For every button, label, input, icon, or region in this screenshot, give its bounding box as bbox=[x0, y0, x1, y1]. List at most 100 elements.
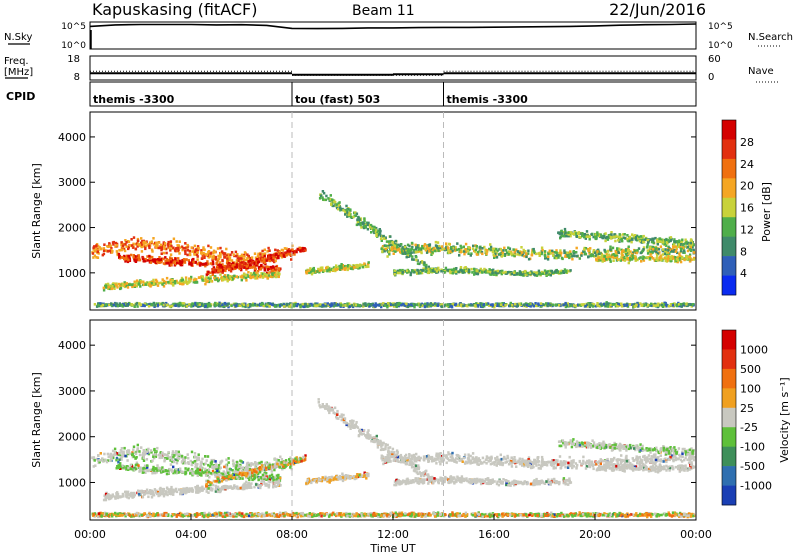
heat-cell-1297 bbox=[237, 266, 241, 270]
heat-cell-2199 bbox=[523, 254, 526, 258]
heat-cell-391 bbox=[203, 248, 206, 252]
heat-cell-2427 bbox=[609, 248, 612, 251]
heat-cell-183 bbox=[170, 244, 173, 248]
heat-cell-437 bbox=[155, 246, 158, 249]
heat-cell-3345 bbox=[603, 255, 606, 258]
heat-cell-4290 bbox=[254, 303, 257, 307]
heat-cell-2835 bbox=[494, 271, 497, 274]
heat-cell-780 bbox=[264, 262, 267, 266]
heat-cell-2140 bbox=[478, 246, 481, 249]
heat-cell-1456 bbox=[367, 261, 370, 264]
heat-cell-355 bbox=[268, 249, 271, 252]
heat-cell-2365 bbox=[575, 254, 579, 258]
heat-cell-777 bbox=[183, 261, 187, 264]
heat-cell-2029 bbox=[428, 248, 431, 251]
heat-cell-498 bbox=[125, 259, 129, 262]
heat-cell-2401 bbox=[464, 248, 467, 251]
heat-cell-2212 bbox=[559, 249, 562, 252]
heat-cell-1736 bbox=[363, 224, 366, 228]
heat-cell-244 bbox=[278, 461, 282, 464]
heat-cell-1176 bbox=[114, 283, 118, 287]
heat-cell-2899 bbox=[652, 241, 655, 245]
heat-cell-1063 bbox=[271, 273, 274, 277]
heat-cell-12 bbox=[187, 456, 190, 460]
heat-cell-2889 bbox=[663, 238, 666, 242]
heat-cell-1056 bbox=[204, 277, 207, 281]
heat-cell-1670 bbox=[366, 223, 369, 227]
heat-cell-1904 bbox=[648, 247, 652, 251]
heat-cell-106 bbox=[104, 249, 108, 252]
heat-cell-934 bbox=[170, 281, 173, 285]
heat-cell-1492 bbox=[325, 266, 328, 270]
heat-cell-1533 bbox=[350, 267, 353, 270]
heat-cell-4268 bbox=[348, 305, 351, 308]
heat-cell-381 bbox=[246, 256, 249, 260]
heat-cell-187 bbox=[147, 452, 151, 456]
heat-cell-2383 bbox=[583, 248, 586, 251]
heat-cell-41 bbox=[178, 252, 181, 255]
heat-cell-749 bbox=[188, 261, 191, 264]
heat-cell-75 bbox=[171, 460, 174, 464]
frequency-panel: Freq. [MHz] 18 8 60 0 Nave bbox=[4, 54, 778, 83]
heat-cell-161 bbox=[195, 458, 199, 462]
heat-cell-3139 bbox=[564, 231, 567, 235]
heat-cell-3303 bbox=[646, 256, 649, 259]
heat-cell-1478 bbox=[340, 263, 343, 266]
heat-cell-758 bbox=[253, 269, 257, 272]
heat-cell-141 bbox=[219, 246, 222, 250]
heat-cell-970 bbox=[102, 288, 106, 292]
heat-cell-2204 bbox=[587, 255, 590, 259]
heat-cell-2826 bbox=[440, 269, 443, 273]
heat-cell-4548 bbox=[209, 304, 212, 308]
heat-cell-4578 bbox=[681, 302, 685, 306]
heat-cell-699 bbox=[187, 259, 190, 262]
heat-cell-2225 bbox=[540, 252, 543, 256]
heat-cell-1507 bbox=[333, 268, 337, 271]
colorbar-tick-6: 28 bbox=[740, 136, 754, 149]
heat-cell-4369 bbox=[116, 304, 119, 308]
heat-cell-2849 bbox=[545, 271, 548, 275]
heat-cell-354 bbox=[110, 247, 113, 250]
heat-cell-765 bbox=[269, 265, 273, 269]
heat-cell-1647 bbox=[419, 261, 423, 264]
heat-cell-3114 bbox=[560, 234, 564, 238]
power-ylabel: Slant Range [km] bbox=[30, 163, 43, 259]
heat-cell-335 bbox=[126, 240, 130, 243]
heat-cell-176 bbox=[214, 467, 218, 470]
heat-cell-1767 bbox=[421, 261, 424, 264]
heat-cell-200 bbox=[140, 243, 143, 246]
heat-cell-4410 bbox=[518, 302, 521, 306]
heat-cell-2839 bbox=[491, 271, 494, 275]
heat-cell-3940 bbox=[398, 303, 402, 307]
heat-cell-1515 bbox=[316, 270, 319, 273]
heat-cell-2434 bbox=[451, 249, 454, 253]
heat-cell-3208 bbox=[608, 255, 611, 258]
heat-cell-4638 bbox=[558, 304, 561, 307]
heat-cell-121 bbox=[270, 470, 273, 473]
heat-cell-1134 bbox=[245, 279, 248, 282]
heat-cell-1960 bbox=[680, 249, 683, 253]
heat-cell-382 bbox=[237, 259, 240, 263]
heat-cell-387 bbox=[173, 248, 177, 252]
heat-cell-4420 bbox=[577, 303, 580, 307]
heat-cell-4274 bbox=[218, 301, 221, 305]
heat-cell-3508 bbox=[497, 302, 500, 306]
heat-cell-741 bbox=[143, 259, 146, 263]
heat-cell-1534 bbox=[340, 266, 343, 270]
heat-cell-3189 bbox=[608, 256, 611, 260]
heat-cell-1777 bbox=[382, 237, 386, 240]
heat-cell-571 bbox=[191, 258, 194, 262]
heat-cell-2808 bbox=[535, 272, 538, 276]
heat-cell-760 bbox=[184, 258, 187, 261]
heat-cell-2020 bbox=[609, 245, 612, 249]
heat-cell-2160 bbox=[397, 247, 401, 251]
heat-cell-223 bbox=[210, 460, 214, 464]
heat-cell-239 bbox=[267, 246, 270, 250]
heat-cell-1972 bbox=[387, 244, 390, 248]
heat-cell-1514 bbox=[357, 264, 361, 267]
heat-cell-4623 bbox=[502, 303, 505, 306]
power-panel-frame bbox=[89, 111, 697, 311]
heat-cell-234 bbox=[97, 244, 100, 248]
colorbar-swatch-8 bbox=[722, 275, 736, 296]
